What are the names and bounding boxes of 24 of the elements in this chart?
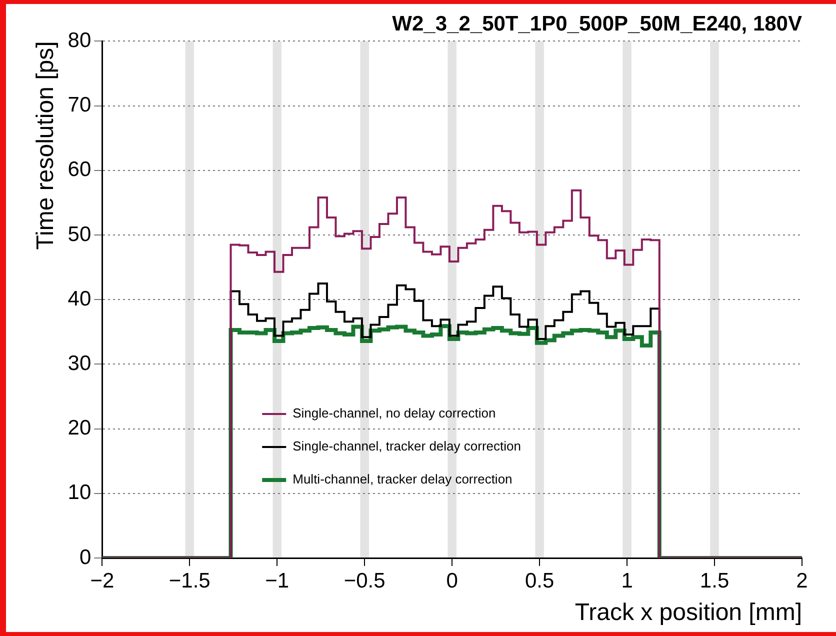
legend-label: Single-channel, tracker delay correction	[292, 438, 521, 454]
x-tick-label: 0	[446, 569, 458, 592]
x-tick-label: 0.5	[524, 569, 554, 592]
y-tick-label: 30	[68, 352, 92, 375]
x-tick-label: −1.5	[168, 569, 210, 592]
x-tick-label: −2	[90, 569, 114, 592]
y-tick-label: 40	[68, 287, 92, 310]
chart-title: W2_3_2_50T_1P0_500P_50M_E240, 180V	[392, 12, 802, 36]
x-tick-label: 2	[796, 569, 808, 592]
y-tick-label: 20	[68, 416, 92, 440]
x-tick-label: −0.5	[344, 569, 386, 592]
x-tick-label: 1	[621, 569, 633, 592]
legend-label: Multi-channel, tracker delay correction	[292, 472, 512, 487]
y-tick-label: 0	[79, 546, 92, 569]
x-axis-title: Track x position [mm]	[574, 599, 802, 626]
y-tick-label: 10	[68, 481, 92, 504]
x-tick-label: −1	[265, 569, 290, 592]
y-tick-label: 60	[68, 158, 92, 182]
y-tick-label: 80	[68, 28, 92, 52]
y-axis-title: Time resolution [ps]	[32, 41, 60, 250]
x-tick-label: 1.5	[700, 569, 730, 592]
legend-label: Single-channel, no delay correction	[292, 406, 496, 421]
y-tick-label: 70	[68, 94, 92, 117]
y-tick-label: 50	[68, 222, 92, 246]
